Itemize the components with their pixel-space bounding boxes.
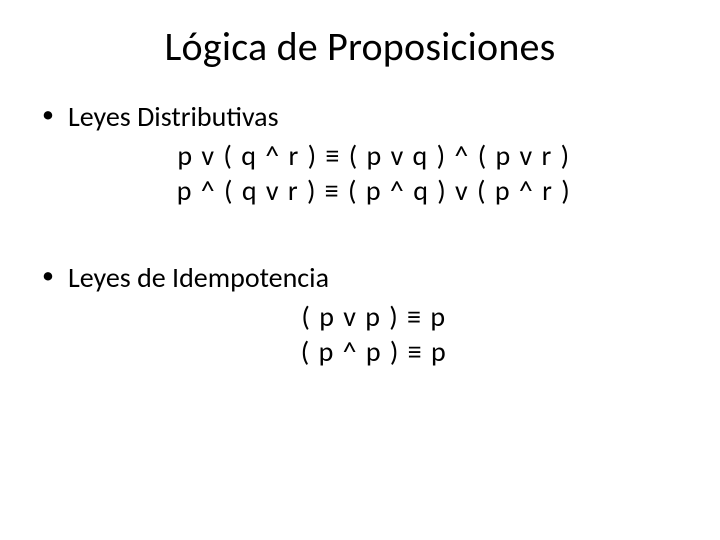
bullet-list: Leyes Distributivas p v ( q ^ r ) ≡ ( p … bbox=[40, 99, 680, 369]
spacer bbox=[40, 218, 680, 260]
formula-line: ( p ^ p ) ≡ p bbox=[68, 334, 680, 369]
formula-line: ( p v p ) ≡ p bbox=[68, 299, 680, 334]
slide-body: Leyes Distributivas p v ( q ^ r ) ≡ ( p … bbox=[40, 99, 680, 369]
slide: Lógica de Proposiciones Leyes Distributi… bbox=[0, 0, 720, 540]
formula-block: ( p v p ) ≡ p ( p ^ p ) ≡ p bbox=[68, 299, 680, 369]
bullet-label: Leyes Distributivas bbox=[68, 99, 279, 134]
formula-line: p ^ ( q v r ) ≡ ( p ^ q ) v ( p ^ r ) bbox=[68, 173, 680, 208]
formula-block: p v ( q ^ r ) ≡ ( p v q ) ^ ( p v r ) p … bbox=[68, 138, 680, 208]
bullet-label: Leyes de Idempotencia bbox=[68, 260, 329, 295]
bullet-item: Leyes de Idempotencia ( p v p ) ≡ p ( p … bbox=[40, 260, 680, 369]
slide-title: Lógica de Proposiciones bbox=[40, 22, 680, 71]
bullet-item: Leyes Distributivas p v ( q ^ r ) ≡ ( p … bbox=[40, 99, 680, 208]
formula-line: p v ( q ^ r ) ≡ ( p v q ) ^ ( p v r ) bbox=[68, 138, 680, 173]
